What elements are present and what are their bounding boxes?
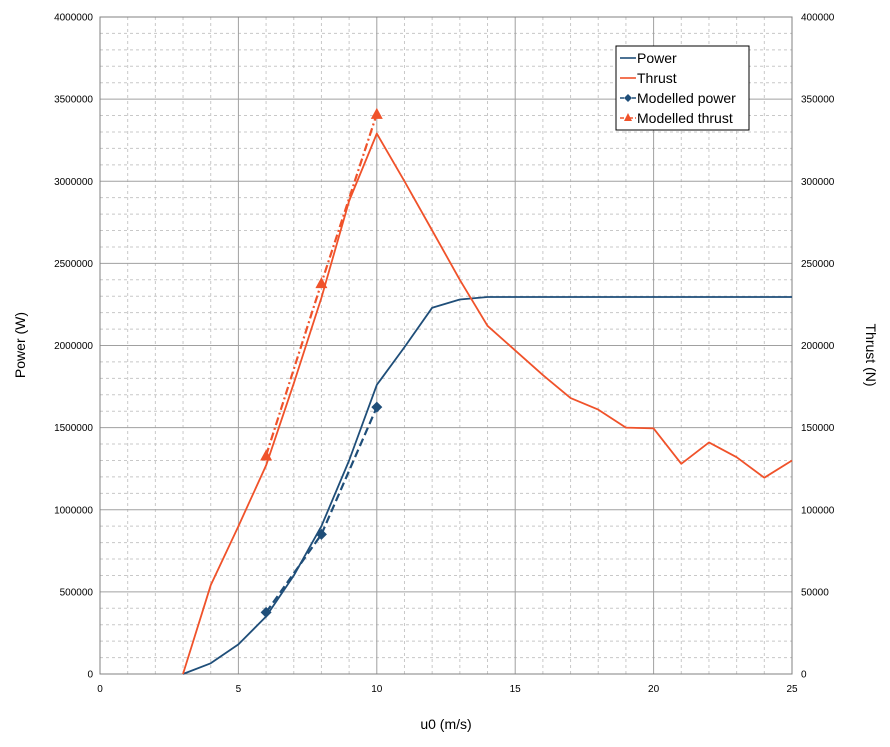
x-tick-label: 5 — [236, 684, 242, 695]
y-right-tick-label: 250000 — [801, 259, 835, 270]
legend-marker-triangle — [624, 113, 632, 121]
y-left-tick-label: 2000000 — [54, 341, 93, 352]
series-line-power — [182, 296, 792, 675]
legend-entry-thrust: Thrust — [620, 70, 677, 86]
legend-label-modelled-power: Modelled power — [637, 90, 736, 106]
y-left-axis-ticks: 0 500000 1000000 1500000 2000000 2500000 30000… — [54, 13, 93, 681]
legend-label-power: Power — [637, 50, 677, 66]
legend-entry-modelled-power: Modelled power — [620, 90, 736, 106]
y-left-tick-label: 0 — [87, 670, 93, 681]
series-line-modelled-power — [265, 406, 378, 614]
y-right-tick-label: 0 — [801, 670, 807, 681]
x-tick-label: 0 — [97, 684, 103, 695]
data-point-modelled-power — [315, 528, 327, 540]
y-left-tick-label: 2500000 — [54, 259, 93, 270]
legend: Power Thrust Modelled power Modelled thr… — [615, 45, 750, 131]
y-right-tick-label: 350000 — [801, 95, 835, 106]
legend-label-modelled-thrust: Modelled thrust — [637, 110, 733, 126]
legend-entry-modelled-thrust: Modelled thrust — [620, 110, 733, 126]
x-tick-label: 20 — [648, 684, 660, 695]
y-right-axis-label: Thrust (N) — [863, 324, 879, 387]
x-tick-label: 15 — [510, 684, 522, 695]
legend-marker-diamond — [624, 94, 632, 102]
data-point-modelled-thrust — [315, 277, 328, 289]
y-left-tick-label: 1500000 — [54, 423, 93, 434]
y-left-tick-label: 3000000 — [54, 177, 93, 188]
data-point-modelled-power — [371, 401, 383, 413]
legend-label-thrust: Thrust — [637, 70, 677, 86]
y-left-tick-label: 4000000 — [54, 13, 93, 24]
x-tick-label: 10 — [371, 684, 383, 695]
data-point-modelled-thrust — [370, 107, 383, 119]
y-right-tick-label: 200000 — [801, 341, 835, 352]
legend-entry-power: Power — [620, 50, 677, 66]
x-tick-label: 25 — [786, 684, 798, 695]
legend-box — [615, 45, 750, 131]
x-axis-ticks: 0 5 10 15 20 25 — [97, 684, 798, 695]
series-layer — [182, 107, 793, 675]
plot-border — [99, 16, 793, 675]
series-line-thrust — [182, 132, 793, 675]
y-right-tick-label: 100000 — [801, 505, 835, 516]
y-left-tick-label: 500000 — [60, 587, 94, 598]
y-left-tick-label: 3500000 — [54, 95, 93, 106]
y-right-tick-label: 50000 — [801, 587, 829, 598]
data-point-modelled-thrust — [260, 449, 273, 461]
data-point-modelled-power — [260, 606, 272, 618]
x-axis-label: u0 (m/s) — [420, 716, 471, 732]
y-left-axis-label: Power (W) — [12, 312, 28, 378]
y-right-tick-label: 400000 — [801, 13, 835, 24]
y-left-tick-label: 1000000 — [54, 505, 93, 516]
y-right-tick-label: 150000 — [801, 423, 835, 434]
y-right-axis-ticks: 0 50000 100000 150000 200000 250000 300000 3500… — [801, 13, 835, 681]
y-right-tick-label: 300000 — [801, 177, 835, 188]
